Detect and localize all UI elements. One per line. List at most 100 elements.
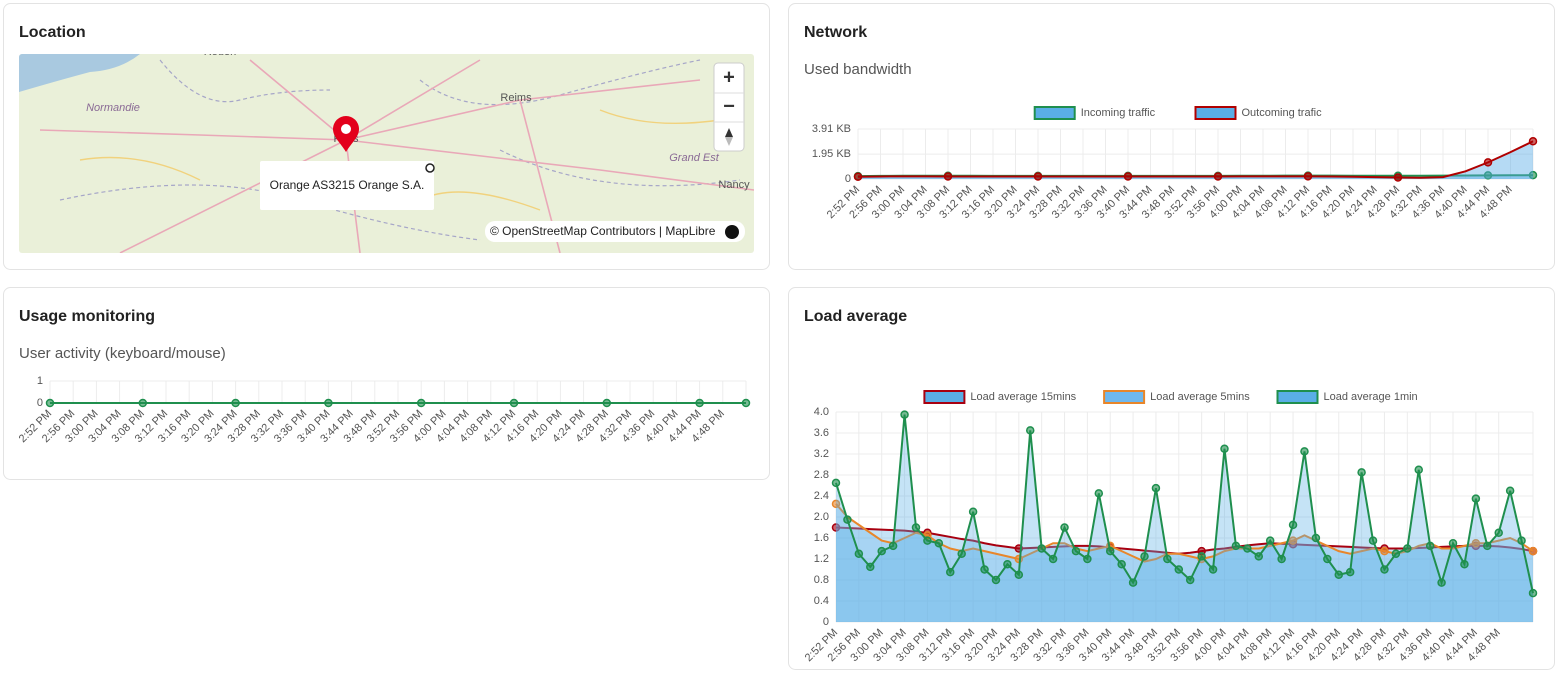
point — [602, 398, 612, 408]
point — [416, 398, 426, 408]
point — [1357, 468, 1366, 477]
point — [1254, 552, 1264, 561]
point — [1140, 552, 1149, 561]
point — [1311, 533, 1321, 543]
point — [946, 567, 955, 577]
y-tick-label: 0 — [823, 616, 829, 628]
point — [1003, 560, 1012, 569]
map-border — [59, 59, 741, 241]
point — [1517, 536, 1526, 545]
map-label: Rouen — [204, 46, 236, 58]
point — [231, 398, 240, 408]
point — [1471, 494, 1481, 503]
point — [1483, 158, 1493, 167]
y-tick-label: 2.4 — [814, 490, 829, 502]
point — [854, 549, 864, 558]
point — [1483, 171, 1493, 180]
point — [1033, 172, 1043, 181]
point — [1048, 554, 1058, 564]
card-subtitle: User activity (keyboard/mouse) — [19, 345, 226, 362]
point — [1380, 546, 1389, 556]
point — [980, 565, 989, 574]
y-tick-label: 0 — [845, 173, 851, 185]
point — [45, 398, 55, 408]
network-card — [788, 3, 1555, 270]
legend-swatch — [923, 390, 966, 404]
point — [1345, 567, 1355, 577]
point — [1105, 546, 1115, 556]
map-popup — [260, 161, 434, 210]
point — [1014, 570, 1024, 579]
zoom-out-label: − — [723, 95, 735, 117]
legend-label: Load average 5mins — [1150, 391, 1250, 403]
point — [1265, 536, 1275, 545]
point — [968, 507, 978, 516]
legend-swatch — [1194, 106, 1237, 120]
point — [1025, 426, 1035, 435]
point — [853, 172, 863, 181]
point — [1300, 447, 1309, 456]
point — [1213, 172, 1223, 181]
y-tick-label: 3.6 — [814, 427, 829, 439]
y-tick-label: 1.2 — [814, 553, 829, 565]
popup-close[interactable] — [425, 163, 435, 173]
card-title: Load average — [804, 308, 907, 325]
zoom-out[interactable]: − — [723, 95, 735, 117]
y-tick-label: 0.8 — [814, 574, 829, 586]
point — [1060, 523, 1069, 532]
point — [1425, 541, 1435, 551]
map-label: Reims — [500, 92, 532, 104]
point — [1083, 554, 1092, 564]
point — [1197, 552, 1206, 561]
point — [695, 398, 704, 408]
y-tick-label: 4.0 — [814, 406, 829, 418]
point — [1414, 465, 1423, 474]
attribution: © OpenStreetMap Contributors | MapLibre — [490, 224, 716, 238]
point — [900, 410, 909, 419]
y-tick-label: 3.91 KB — [812, 123, 851, 135]
map-label: Normandie — [86, 102, 140, 114]
card-title: Location — [19, 24, 86, 41]
legend-swatch — [1276, 390, 1319, 404]
series-area — [836, 503, 1533, 622]
point — [1528, 588, 1538, 598]
compass[interactable] — [725, 128, 733, 137]
y-tick-label: 3.2 — [814, 448, 829, 460]
point — [831, 523, 841, 532]
zoom-in[interactable]: + — [723, 66, 735, 88]
point — [1094, 489, 1104, 498]
map-water — [19, 54, 140, 92]
point — [1117, 560, 1126, 569]
point — [1334, 570, 1344, 579]
series-area — [858, 141, 1533, 179]
legend-label: Load average 1min — [1324, 391, 1418, 403]
y-tick-label: 1.6 — [814, 532, 829, 544]
series-line — [857, 140, 1534, 179]
point — [888, 541, 898, 551]
map[interactable]: Rouen Normandie Reims Paris Grand Est Na… — [19, 46, 754, 253]
point — [1303, 172, 1313, 181]
point — [1483, 541, 1492, 551]
point — [1471, 539, 1481, 548]
load-card — [788, 287, 1555, 670]
point — [831, 499, 841, 509]
legend-swatch — [1033, 106, 1076, 120]
y-tick-label: 2.8 — [814, 469, 829, 481]
point — [1528, 170, 1538, 180]
point — [843, 515, 852, 524]
point — [1528, 137, 1538, 146]
y-tick-label: 2.0 — [814, 511, 829, 523]
card-subtitle: Used bandwidth — [804, 61, 912, 78]
legend-label: Incoming traffic — [1081, 107, 1156, 119]
point — [1174, 565, 1184, 574]
point — [1231, 541, 1241, 551]
legend-swatch — [1103, 390, 1146, 404]
point — [1437, 578, 1446, 587]
card-title: Usage monitoring — [19, 308, 155, 325]
attribution-box — [485, 221, 745, 242]
map-pin-dot — [341, 124, 351, 134]
point — [324, 398, 333, 408]
info-icon[interactable] — [725, 225, 739, 239]
map-label: Grand Est — [669, 152, 719, 164]
